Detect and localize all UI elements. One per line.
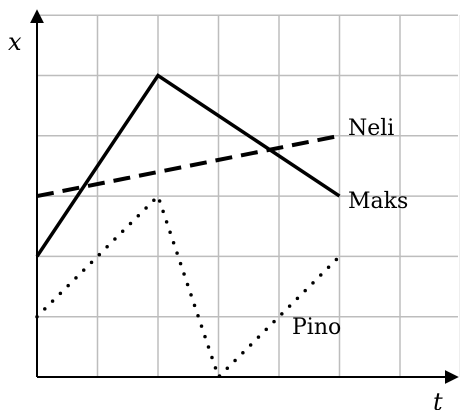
series-line-pino (35, 192, 342, 381)
series-label-pino: Pino (292, 315, 341, 340)
series-labels: Neli Maks Pino (292, 116, 408, 340)
x-axis-label: t (433, 388, 443, 410)
y-axis-label: x (8, 28, 22, 56)
series-label-neli: Neli (348, 116, 394, 141)
series-label-maks: Maks (348, 189, 408, 214)
series-group (35, 73, 342, 381)
series-line-maks (35, 73, 341, 258)
